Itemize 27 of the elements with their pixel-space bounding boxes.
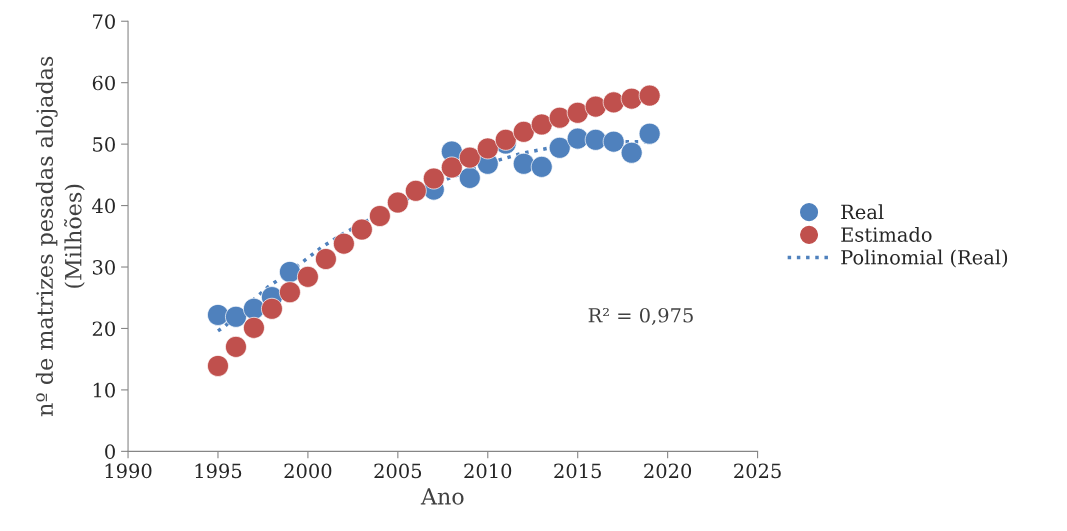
y-tick-label: 60 <box>92 75 115 91</box>
x-tick-label: 2000 <box>284 463 332 479</box>
y-tick-label: 50 <box>93 137 115 152</box>
y-axis-title: nº de matrizes pesadas alojadas (Milhões) <box>35 56 85 417</box>
x-tick-label: 2025 <box>734 463 781 479</box>
legend-label: Estimado <box>841 226 932 242</box>
y-tick-label: 70 <box>93 14 115 29</box>
y-tick-label: 30 <box>92 259 115 275</box>
x-tick-label: 2005 <box>374 463 422 479</box>
x-tick-label: 2010 <box>464 463 512 479</box>
y-tick-label: 20 <box>92 321 115 337</box>
x-tick-label: 2015 <box>554 463 601 479</box>
annotation: R² = 0,975 <box>588 307 693 325</box>
legend-label: Polinomial (Real) <box>841 249 1008 268</box>
point <box>620 141 643 164</box>
point <box>386 191 409 214</box>
legend-label: Real <box>841 204 884 220</box>
y-tick-label: 10 <box>93 382 115 398</box>
x-axis-title: Ano <box>420 488 464 505</box>
point <box>404 179 427 202</box>
y-tick-label: 40 <box>92 198 115 214</box>
x-tick-label: 1995 <box>195 463 242 479</box>
y-tick-label: 0 <box>105 444 115 460</box>
x-tick-label: 1990 <box>105 463 152 479</box>
point <box>297 265 319 288</box>
x-tick-label: 2020 <box>644 463 692 479</box>
point <box>279 281 301 304</box>
